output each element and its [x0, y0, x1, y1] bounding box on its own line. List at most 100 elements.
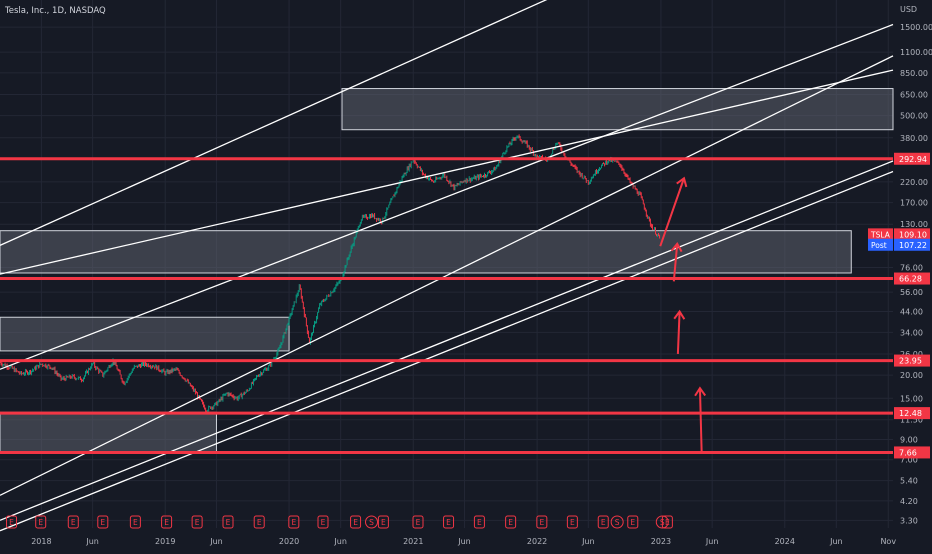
x-tick-label: Jun	[333, 537, 347, 546]
earnings-marker	[412, 515, 424, 529]
price-tag-value-box	[894, 228, 930, 241]
x-tick-label: 2018	[31, 537, 51, 546]
price-tag-value: 109.10	[899, 230, 927, 239]
price-tag-name-box	[868, 238, 893, 251]
y-tick-label: 9.00	[900, 435, 918, 444]
level-tag	[894, 446, 930, 459]
earnings-marker-label: E	[446, 518, 451, 527]
arrow-head-1	[676, 176, 688, 188]
earnings-marker-label: E	[381, 518, 386, 527]
y-tick-label: 20.00	[900, 371, 923, 380]
price-tag-value-box	[894, 238, 930, 251]
y-tick-label: 7.00	[900, 456, 918, 465]
earnings-marker	[191, 515, 203, 529]
earnings-marker	[566, 515, 578, 529]
earnings-marker-label: E	[353, 518, 358, 527]
x-tick-label: Jun	[705, 537, 719, 546]
level-tag	[894, 272, 930, 285]
y-tick-label: 44.00	[900, 308, 923, 317]
earnings-marker	[288, 515, 300, 529]
x-tick-label: 2021	[403, 537, 423, 546]
trendline-4	[0, 69, 894, 275]
earnings-marker	[222, 515, 234, 529]
split-marker	[655, 515, 669, 529]
price-tag-value: 107.22	[899, 241, 927, 250]
y-tick-label: 26.00	[900, 350, 923, 359]
earnings-marker-label: E	[321, 518, 326, 527]
split-marker-label: S	[369, 518, 374, 527]
earnings-marker-label: E	[665, 518, 670, 527]
y-tick-label: 5.40	[900, 477, 918, 486]
earnings-marker-label: E	[630, 518, 635, 527]
y-tick-label: 4.20	[900, 497, 918, 506]
earnings-marker	[67, 515, 79, 529]
earnings-marker-label: E	[508, 518, 513, 527]
x-tick-label: 2024	[775, 537, 795, 546]
earnings-marker-label: E	[133, 518, 138, 527]
split-marker	[610, 515, 624, 529]
x-tick-label: 2019	[155, 537, 175, 546]
trendline-1	[0, 170, 894, 532]
earnings-marker-label: E	[38, 518, 43, 527]
earnings-marker	[443, 515, 455, 529]
level-tag-label: 7.66	[899, 448, 917, 457]
earnings-marker	[536, 515, 548, 529]
y-tick-label: 56.00	[900, 288, 923, 297]
level-tag	[894, 152, 930, 165]
trendline-2	[0, 160, 894, 521]
trendline-6	[0, 55, 894, 496]
x-tick-label: Jun	[457, 537, 471, 546]
earnings-marker-label: E	[9, 518, 14, 527]
earnings-marker-label: E	[416, 518, 421, 527]
arrow-head-3	[673, 309, 686, 320]
x-axis: 2018 Jun 2019 Jun 2020 Jun 2021 Jun 2022 Jun 2023 J…	[31, 537, 896, 546]
zone-boxes	[0, 88, 894, 453]
level-tag	[894, 354, 930, 367]
y-tick-label: 11.50	[900, 416, 923, 425]
x-tick-label: Nov	[880, 537, 896, 546]
arrow-1	[659, 177, 685, 247]
x-tick-label: Jun	[829, 537, 843, 546]
level-tag-label: 292.94	[899, 155, 927, 164]
x-tick-label: 2023	[651, 537, 671, 546]
earnings-marker-label: E	[226, 518, 231, 527]
y-tick-label: 15.00	[900, 394, 923, 403]
price-tags: 292.94 66.28 23.95 12.48 7.66 TSLA 109.10 Post 1…	[868, 152, 930, 459]
trendline-5	[0, 0, 548, 246]
zone-box-4	[0, 411, 217, 453]
y-tick-label: 3.30	[900, 516, 918, 525]
price-tag-name-box	[868, 228, 893, 241]
earnings-marker	[317, 515, 329, 529]
earnings-marker	[350, 515, 362, 529]
earnings-marker	[627, 515, 639, 529]
earnings-marker-label: E	[601, 518, 606, 527]
x-tick-label: Jun	[209, 537, 223, 546]
earnings-marker-label: E	[195, 518, 200, 527]
split-marker-label: S	[615, 518, 620, 527]
earnings-marker	[505, 515, 517, 529]
earnings-marker	[35, 515, 47, 529]
earnings-marker	[597, 515, 609, 529]
currency-label: USD	[900, 5, 917, 14]
level-tag	[894, 407, 930, 420]
y-tick-label: 170.00	[900, 199, 928, 208]
x-tick-label: Jun	[581, 537, 595, 546]
y-tick-label: 650.00	[900, 91, 928, 100]
y-tick-label: 76.00	[900, 263, 923, 272]
y-tick-label: 850.00	[900, 69, 928, 78]
earnings-marker	[661, 515, 673, 529]
earnings-marker-label: E	[570, 518, 575, 527]
arrow-2	[672, 243, 679, 282]
arrow-3	[676, 311, 681, 354]
zone-box-3	[0, 316, 290, 352]
annotation-arrows	[659, 176, 707, 453]
y-tick-label: 380.00	[900, 134, 928, 143]
earnings-marker	[6, 515, 18, 529]
x-tick-label: Jun	[85, 537, 99, 546]
earnings-marker-label: E	[291, 518, 296, 527]
earnings-marker-label: E	[257, 518, 262, 527]
earnings-marker-label: E	[477, 518, 482, 527]
zone-box-2	[0, 230, 852, 274]
